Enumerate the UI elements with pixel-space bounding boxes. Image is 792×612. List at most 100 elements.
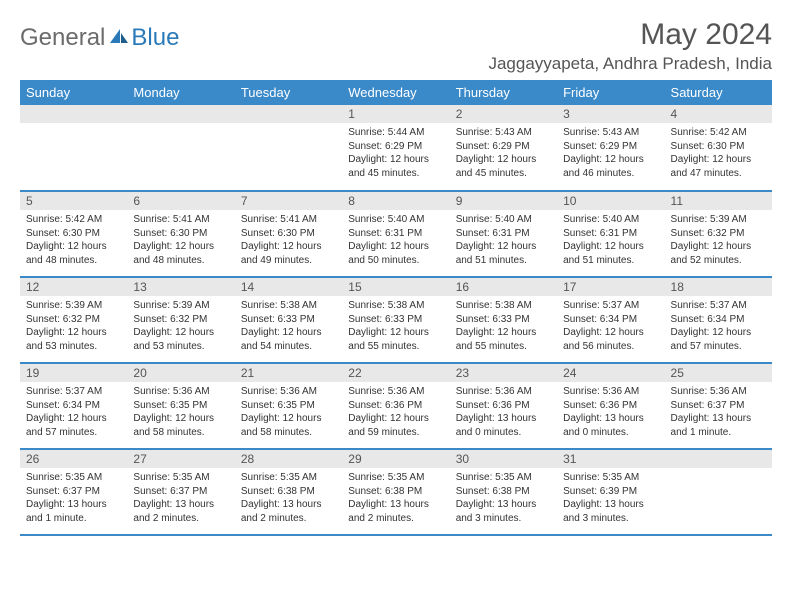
month-title: May 2024 [488, 18, 772, 52]
day-detail: Sunrise: 5:35 AMSunset: 6:38 PMDaylight:… [342, 468, 449, 528]
calendar-body: 1Sunrise: 5:44 AMSunset: 6:29 PMDaylight… [20, 105, 772, 535]
day-number: 22 [342, 364, 449, 382]
calendar-day-cell: 8Sunrise: 5:40 AMSunset: 6:31 PMDaylight… [342, 191, 449, 277]
calendar-day-cell: 20Sunrise: 5:36 AMSunset: 6:35 PMDayligh… [127, 363, 234, 449]
calendar-day-cell: 12Sunrise: 5:39 AMSunset: 6:32 PMDayligh… [20, 277, 127, 363]
day-number: 8 [342, 192, 449, 210]
day-number: 2 [450, 105, 557, 123]
day-number: 31 [557, 450, 664, 468]
calendar-week-row: 12Sunrise: 5:39 AMSunset: 6:32 PMDayligh… [20, 277, 772, 363]
day-number [127, 105, 234, 123]
day-detail: Sunrise: 5:39 AMSunset: 6:32 PMDaylight:… [127, 296, 234, 356]
day-number: 14 [235, 278, 342, 296]
day-number: 20 [127, 364, 234, 382]
weekday-header: Wednesday [342, 80, 449, 105]
weekday-header-row: Sunday Monday Tuesday Wednesday Thursday… [20, 80, 772, 105]
day-number: 4 [665, 105, 772, 123]
day-detail: Sunrise: 5:43 AMSunset: 6:29 PMDaylight:… [450, 123, 557, 183]
calendar-day-cell [127, 105, 234, 191]
calendar-day-cell: 14Sunrise: 5:38 AMSunset: 6:33 PMDayligh… [235, 277, 342, 363]
day-detail: Sunrise: 5:42 AMSunset: 6:30 PMDaylight:… [665, 123, 772, 183]
day-detail: Sunrise: 5:35 AMSunset: 6:38 PMDaylight:… [450, 468, 557, 528]
day-number: 25 [665, 364, 772, 382]
day-detail: Sunrise: 5:36 AMSunset: 6:37 PMDaylight:… [665, 382, 772, 442]
weekday-header: Sunday [20, 80, 127, 105]
calendar-week-row: 5Sunrise: 5:42 AMSunset: 6:30 PMDaylight… [20, 191, 772, 277]
day-detail: Sunrise: 5:38 AMSunset: 6:33 PMDaylight:… [450, 296, 557, 356]
calendar-day-cell: 28Sunrise: 5:35 AMSunset: 6:38 PMDayligh… [235, 449, 342, 535]
title-block: May 2024 Jaggayyapeta, Andhra Pradesh, I… [488, 18, 772, 74]
calendar-day-cell: 5Sunrise: 5:42 AMSunset: 6:30 PMDaylight… [20, 191, 127, 277]
calendar-day-cell: 11Sunrise: 5:39 AMSunset: 6:32 PMDayligh… [665, 191, 772, 277]
day-number: 7 [235, 192, 342, 210]
logo-sail-icon [108, 24, 130, 52]
calendar-day-cell: 15Sunrise: 5:38 AMSunset: 6:33 PMDayligh… [342, 277, 449, 363]
day-number: 1 [342, 105, 449, 123]
day-number: 15 [342, 278, 449, 296]
day-detail: Sunrise: 5:36 AMSunset: 6:36 PMDaylight:… [342, 382, 449, 442]
weekday-header: Friday [557, 80, 664, 105]
day-detail: Sunrise: 5:39 AMSunset: 6:32 PMDaylight:… [20, 296, 127, 356]
calendar-week-row: 26Sunrise: 5:35 AMSunset: 6:37 PMDayligh… [20, 449, 772, 535]
calendar-week-row: 1Sunrise: 5:44 AMSunset: 6:29 PMDaylight… [20, 105, 772, 191]
day-detail: Sunrise: 5:35 AMSunset: 6:39 PMDaylight:… [557, 468, 664, 528]
day-detail: Sunrise: 5:42 AMSunset: 6:30 PMDaylight:… [20, 210, 127, 270]
calendar-day-cell: 19Sunrise: 5:37 AMSunset: 6:34 PMDayligh… [20, 363, 127, 449]
weekday-header: Monday [127, 80, 234, 105]
day-number: 3 [557, 105, 664, 123]
day-number: 27 [127, 450, 234, 468]
calendar-day-cell: 4Sunrise: 5:42 AMSunset: 6:30 PMDaylight… [665, 105, 772, 191]
day-number: 23 [450, 364, 557, 382]
logo-text-gray: General [20, 24, 105, 52]
calendar-day-cell [235, 105, 342, 191]
day-number: 11 [665, 192, 772, 210]
calendar-table: Sunday Monday Tuesday Wednesday Thursday… [20, 80, 772, 536]
calendar-day-cell: 10Sunrise: 5:40 AMSunset: 6:31 PMDayligh… [557, 191, 664, 277]
day-number: 12 [20, 278, 127, 296]
day-number: 17 [557, 278, 664, 296]
calendar-day-cell [20, 105, 127, 191]
day-detail: Sunrise: 5:41 AMSunset: 6:30 PMDaylight:… [127, 210, 234, 270]
calendar-day-cell: 27Sunrise: 5:35 AMSunset: 6:37 PMDayligh… [127, 449, 234, 535]
day-number: 21 [235, 364, 342, 382]
day-detail [20, 123, 127, 173]
day-detail: Sunrise: 5:36 AMSunset: 6:35 PMDaylight:… [127, 382, 234, 442]
logo-text-blue: Blue [131, 24, 179, 52]
day-detail: Sunrise: 5:36 AMSunset: 6:36 PMDaylight:… [557, 382, 664, 442]
day-detail: Sunrise: 5:43 AMSunset: 6:29 PMDaylight:… [557, 123, 664, 183]
calendar-day-cell [665, 449, 772, 535]
day-detail: Sunrise: 5:37 AMSunset: 6:34 PMDaylight:… [557, 296, 664, 356]
calendar-day-cell: 17Sunrise: 5:37 AMSunset: 6:34 PMDayligh… [557, 277, 664, 363]
day-number: 6 [127, 192, 234, 210]
day-detail: Sunrise: 5:40 AMSunset: 6:31 PMDaylight:… [557, 210, 664, 270]
day-detail [665, 468, 772, 518]
day-detail: Sunrise: 5:38 AMSunset: 6:33 PMDaylight:… [342, 296, 449, 356]
calendar-day-cell: 22Sunrise: 5:36 AMSunset: 6:36 PMDayligh… [342, 363, 449, 449]
day-detail: Sunrise: 5:36 AMSunset: 6:35 PMDaylight:… [235, 382, 342, 442]
calendar-day-cell: 3Sunrise: 5:43 AMSunset: 6:29 PMDaylight… [557, 105, 664, 191]
calendar-day-cell: 9Sunrise: 5:40 AMSunset: 6:31 PMDaylight… [450, 191, 557, 277]
day-detail: Sunrise: 5:44 AMSunset: 6:29 PMDaylight:… [342, 123, 449, 183]
calendar-day-cell: 25Sunrise: 5:36 AMSunset: 6:37 PMDayligh… [665, 363, 772, 449]
day-detail: Sunrise: 5:36 AMSunset: 6:36 PMDaylight:… [450, 382, 557, 442]
day-number: 19 [20, 364, 127, 382]
day-detail: Sunrise: 5:35 AMSunset: 6:38 PMDaylight:… [235, 468, 342, 528]
day-number: 10 [557, 192, 664, 210]
calendar-day-cell: 24Sunrise: 5:36 AMSunset: 6:36 PMDayligh… [557, 363, 664, 449]
day-number: 26 [20, 450, 127, 468]
day-number: 28 [235, 450, 342, 468]
day-detail [127, 123, 234, 173]
calendar-day-cell: 18Sunrise: 5:37 AMSunset: 6:34 PMDayligh… [665, 277, 772, 363]
day-detail: Sunrise: 5:39 AMSunset: 6:32 PMDaylight:… [665, 210, 772, 270]
location: Jaggayyapeta, Andhra Pradesh, India [488, 54, 772, 74]
calendar-day-cell: 13Sunrise: 5:39 AMSunset: 6:32 PMDayligh… [127, 277, 234, 363]
weekday-header: Tuesday [235, 80, 342, 105]
calendar-week-row: 19Sunrise: 5:37 AMSunset: 6:34 PMDayligh… [20, 363, 772, 449]
day-number: 13 [127, 278, 234, 296]
day-number: 9 [450, 192, 557, 210]
calendar-day-cell: 29Sunrise: 5:35 AMSunset: 6:38 PMDayligh… [342, 449, 449, 535]
day-detail: Sunrise: 5:35 AMSunset: 6:37 PMDaylight:… [127, 468, 234, 528]
calendar-day-cell: 16Sunrise: 5:38 AMSunset: 6:33 PMDayligh… [450, 277, 557, 363]
calendar-day-cell: 31Sunrise: 5:35 AMSunset: 6:39 PMDayligh… [557, 449, 664, 535]
calendar-day-cell: 2Sunrise: 5:43 AMSunset: 6:29 PMDaylight… [450, 105, 557, 191]
